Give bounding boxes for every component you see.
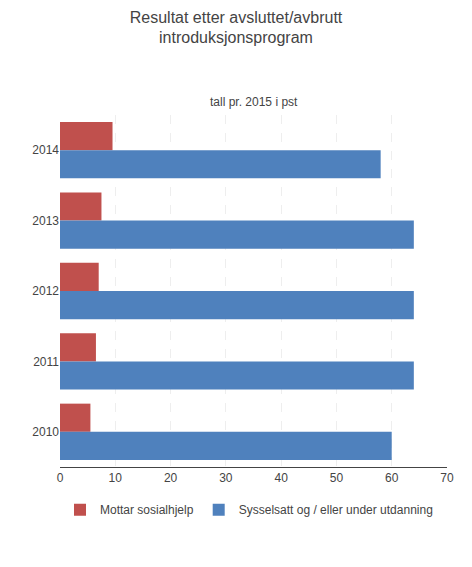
- svg-text:30: 30: [219, 471, 233, 485]
- svg-text:2011: 2011: [33, 355, 59, 369]
- svg-text:tall pr. 2015 i pst: tall pr. 2015 i pst: [210, 95, 298, 109]
- svg-text:10: 10: [109, 471, 123, 485]
- svg-text:2014: 2014: [32, 143, 59, 157]
- svg-text:50: 50: [330, 471, 344, 485]
- svg-text:2013: 2013: [32, 214, 59, 228]
- svg-text:60: 60: [385, 471, 399, 485]
- svg-text:0: 0: [57, 471, 64, 485]
- svg-text:Mottar sosialhjelp: Mottar sosialhjelp: [100, 503, 194, 517]
- svg-text:2010: 2010: [32, 425, 59, 439]
- svg-text:Resultat etter avsluttet/avbru: Resultat etter avsluttet/avbruttintroduk…: [130, 9, 343, 47]
- svg-text:2012: 2012: [32, 284, 59, 298]
- svg-text:40: 40: [274, 471, 288, 485]
- svg-text:Sysselsatt og / eller under ut: Sysselsatt og / eller under utdanning: [239, 503, 433, 517]
- svg-text:70: 70: [440, 471, 454, 485]
- svg-text:20: 20: [164, 471, 178, 485]
